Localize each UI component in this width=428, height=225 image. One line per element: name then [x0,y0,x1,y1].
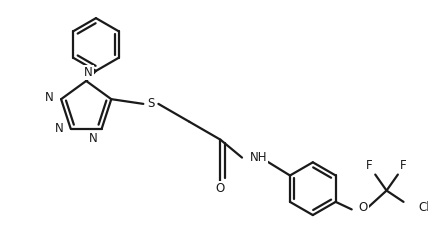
Text: N: N [89,133,98,145]
Text: O: O [216,182,225,195]
Text: F: F [366,159,373,172]
Text: F: F [400,159,407,172]
Text: N: N [84,66,92,79]
Text: Cl: Cl [419,201,428,214]
Text: N: N [54,122,63,135]
Text: O: O [358,201,368,214]
Text: S: S [147,97,155,110]
Text: NH: NH [250,151,267,164]
Text: N: N [45,91,54,104]
